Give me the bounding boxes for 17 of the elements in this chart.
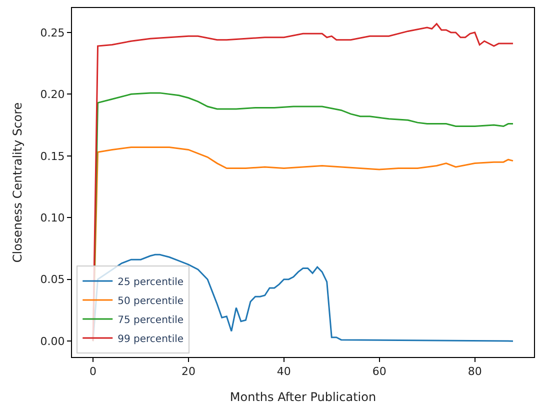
x-tick-label: 0 [90, 365, 96, 378]
y-tick-label: 0.15 [40, 150, 65, 163]
x-tick-label: 80 [468, 365, 482, 378]
y-tick-label: 0.10 [40, 211, 65, 224]
legend-label: 99 percentile [118, 334, 184, 345]
y-axis-title: Closeness Centrality Score [10, 102, 25, 263]
y-tick-label: 0.20 [40, 88, 65, 102]
legend-label: 50 percentile [118, 296, 184, 307]
y-tick-label: 0.00 [40, 334, 65, 348]
legend-label: 25 percentile [118, 276, 184, 288]
y-tick-label: 0.05 [40, 273, 65, 286]
x-axis-title: Months After Publication [230, 390, 376, 404]
x-tick-label: 60 [372, 365, 386, 378]
x-tick-label: 40 [276, 365, 291, 378]
legend-label: 75 percentile [118, 314, 184, 326]
x-tick-label: 20 [181, 365, 196, 378]
y-tick-label: 0.25 [40, 26, 65, 40]
